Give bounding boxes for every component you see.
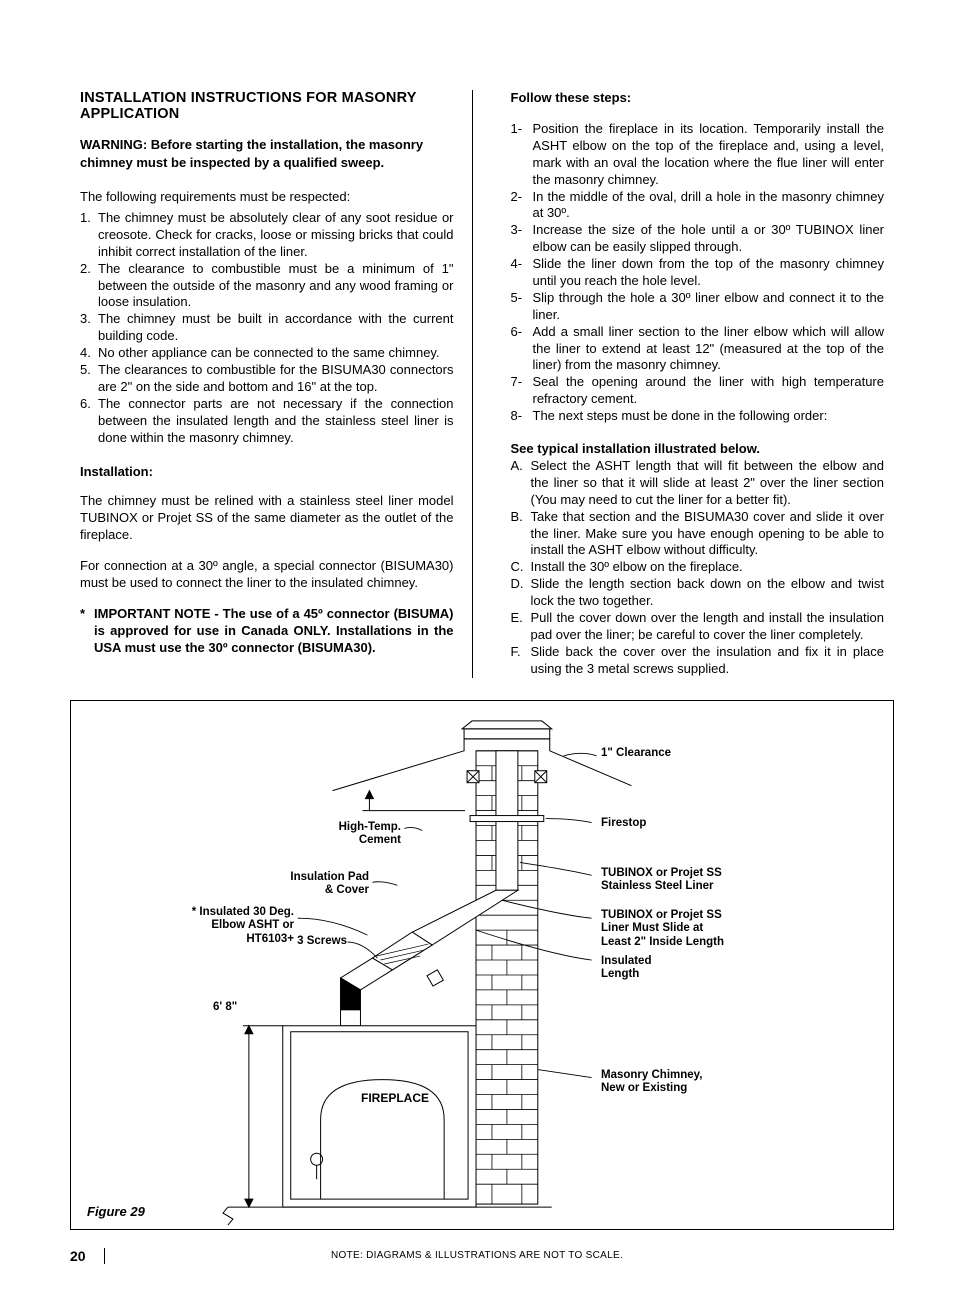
- step-item: 6-Add a small liner section to the liner…: [511, 324, 885, 375]
- req-num: 3.: [80, 311, 98, 345]
- req-item: 4.No other appliance can be connected to…: [80, 345, 454, 362]
- two-column-layout: INSTALLATION INSTRUCTIONS FOR MASONRY AP…: [70, 90, 894, 678]
- step-text: Slide the liner down from the top of the…: [533, 256, 885, 290]
- section-title: INSTALLATION INSTRUCTIONS FOR MASONRY AP…: [80, 90, 454, 122]
- letter-item: B.Take that section and the BISUMA30 cov…: [511, 509, 885, 560]
- see-typical-heading: See typical installation illustrated bel…: [511, 441, 885, 456]
- req-num: 6.: [80, 396, 98, 447]
- letter-text: Pull the cover down over the length and …: [531, 610, 885, 644]
- step-num: 6-: [511, 324, 533, 375]
- numbered-steps: 1-Position the fireplace in its location…: [511, 121, 885, 425]
- req-num: 2.: [80, 261, 98, 312]
- letter-num: F.: [511, 644, 531, 678]
- letter-text: Select the ASHT length that will fit bet…: [531, 458, 885, 509]
- letter-item: D.Slide the length section back down on …: [511, 576, 885, 610]
- step-item: 5-Slip through the hole a 30º liner elbo…: [511, 290, 885, 324]
- important-note: * IMPORTANT NOTE - The use of a 45º conn…: [80, 606, 454, 657]
- letter-item: A.Select the ASHT length that will fit b…: [511, 458, 885, 509]
- step-item: 1-Position the fireplace in its location…: [511, 121, 885, 189]
- footer-note: NOTE: DIAGRAMS & ILLUSTRATIONS ARE NOT T…: [0, 1250, 954, 1261]
- requirements-list: 1.The chimney must be absolutely clear o…: [80, 210, 454, 446]
- step-item: 2-In the middle of the oval, drill a hol…: [511, 189, 885, 223]
- figure-caption: Figure 29: [87, 1204, 145, 1219]
- letter-text: Slide the length section back down on th…: [531, 576, 885, 610]
- req-text: The chimney must be absolutely clear of …: [98, 210, 454, 261]
- install-para-1: The chimney must be relined with a stain…: [80, 493, 454, 544]
- letter-item: F.Slide back the cover over the insulati…: [511, 644, 885, 678]
- req-text: The clearances to combustible for the BI…: [98, 362, 454, 396]
- asterisk-icon: *: [80, 606, 94, 657]
- req-num: 4.: [80, 345, 98, 362]
- letter-num: D.: [511, 576, 531, 610]
- letter-num: A.: [511, 458, 531, 509]
- letter-text: Take that section and the BISUMA30 cover…: [531, 509, 885, 560]
- letter-item: C.Install the 30º elbow on the fireplace…: [511, 559, 885, 576]
- req-item: 6.The connector parts are not necessary …: [80, 396, 454, 447]
- warning-text: WARNING: Before starting the installatio…: [80, 136, 454, 171]
- step-num: 5-: [511, 290, 533, 324]
- req-item: 2.The clearance to combustible must be a…: [80, 261, 454, 312]
- step-num: 8-: [511, 408, 533, 425]
- callout-masonry: Masonry Chimney, New or Existing: [601, 1069, 702, 1097]
- step-item: 3-Increase the size of the hole until a …: [511, 222, 885, 256]
- step-item: 8-The next steps must be done in the fol…: [511, 408, 885, 425]
- intro-para: The following requirements must be respe…: [80, 189, 454, 206]
- step-item: 4-Slide the liner down from the top of t…: [511, 256, 885, 290]
- step-text: Position the fireplace in its location. …: [533, 121, 885, 189]
- page: INSTALLATION INSTRUCTIONS FOR MASONRY AP…: [0, 0, 954, 1304]
- step-text: Slip through the hole a 30º liner elbow …: [533, 290, 885, 324]
- letter-num: C.: [511, 559, 531, 576]
- req-text: The chimney must be built in accordance …: [98, 311, 454, 345]
- callout-screws: 3 Screws: [297, 935, 347, 949]
- step-num: 7-: [511, 374, 533, 408]
- callout-insulated: Insulated Length: [601, 955, 651, 983]
- step-num: 2-: [511, 189, 533, 223]
- important-text: IMPORTANT NOTE - The use of a 45º connec…: [94, 606, 454, 657]
- figure-29: 1" Clearance Firestop TUBINOX or Projet …: [70, 700, 894, 1230]
- callout-tubinox-slide: TUBINOX or Projet SS Liner Must Slide at…: [601, 909, 724, 950]
- step-text: Seal the opening around the liner with h…: [533, 374, 885, 408]
- fireplace-label: FIREPLACE: [361, 1091, 429, 1105]
- letter-text: Slide back the cover over the insulation…: [531, 644, 885, 678]
- callout-insulpad: Insulation Pad & Cover: [283, 871, 369, 899]
- footer: 20 NOTE: DIAGRAMS & ILLUSTRATIONS ARE NO…: [70, 1248, 894, 1264]
- step-text: In the middle of the oval, drill a hole …: [533, 189, 885, 223]
- callout-firestop: Firestop: [601, 817, 646, 831]
- follow-steps-heading: Follow these steps:: [511, 90, 885, 105]
- callout-hightemp: High-Temp. Cement: [329, 821, 401, 849]
- diagram-svg: [71, 701, 893, 1229]
- letter-num: B.: [511, 509, 531, 560]
- req-item: 5.The clearances to combustible for the …: [80, 362, 454, 396]
- req-item: 3.The chimney must be built in accordanc…: [80, 311, 454, 345]
- lettered-steps: A.Select the ASHT length that will fit b…: [511, 458, 885, 678]
- req-num: 5.: [80, 362, 98, 396]
- step-item: 7-Seal the opening around the liner with…: [511, 374, 885, 408]
- callout-elbow: * Insulated 30 Deg. Elbow ASHT or HT6103…: [189, 906, 294, 947]
- left-column: INSTALLATION INSTRUCTIONS FOR MASONRY AP…: [70, 90, 473, 678]
- letter-num: E.: [511, 610, 531, 644]
- callout-tubinox: TUBINOX or Projet SS Stainless Steel Lin…: [601, 867, 722, 895]
- req-item: 1.The chimney must be absolutely clear o…: [80, 210, 454, 261]
- step-text: Add a small liner section to the liner e…: [533, 324, 885, 375]
- step-num: 3-: [511, 222, 533, 256]
- install-para-2: For connection at a 30º angle, a special…: [80, 558, 454, 592]
- letter-item: E.Pull the cover down over the length an…: [511, 610, 885, 644]
- callout-clearance: 1" Clearance: [601, 747, 671, 761]
- step-text: The next steps must be done in the follo…: [533, 408, 885, 425]
- step-num: 1-: [511, 121, 533, 189]
- req-text: The connector parts are not necessary if…: [98, 396, 454, 447]
- step-num: 4-: [511, 256, 533, 290]
- right-column: Follow these steps: 1-Position the firep…: [493, 90, 895, 678]
- req-text: The clearance to combustible must be a m…: [98, 261, 454, 312]
- installation-heading: Installation:: [80, 464, 454, 479]
- req-text: No other appliance can be connected to t…: [98, 345, 454, 362]
- req-num: 1.: [80, 210, 98, 261]
- letter-text: Install the 30º elbow on the fireplace.: [531, 559, 885, 576]
- step-text: Increase the size of the hole until a or…: [533, 222, 885, 256]
- callout-height: 6' 8": [213, 1001, 237, 1015]
